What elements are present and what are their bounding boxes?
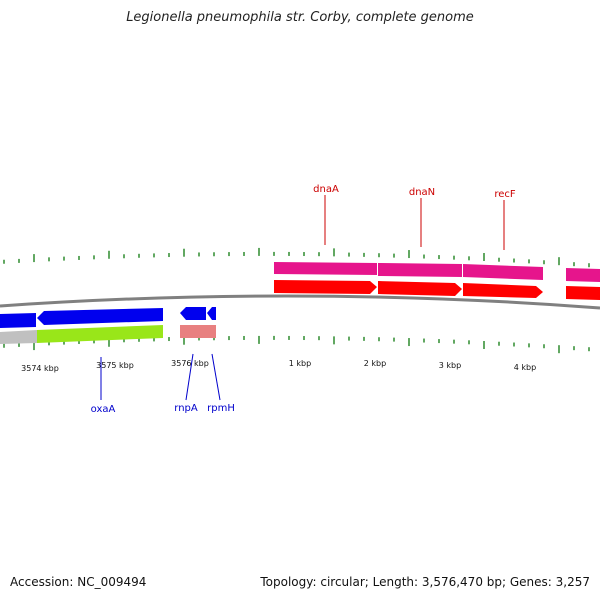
tick-row-top [3,247,590,268]
cds-dnaN [378,281,462,296]
cds-rpmH [207,307,216,320]
cds-next [566,286,600,300]
map-title: Legionella pneumophila str. Corby, compl… [126,10,474,25]
accession-text: Accession: NC_009494 [10,575,147,589]
backbone-arc [0,294,600,310]
rnpA-leader [185,353,194,401]
axis-label-1kbp: 1 kbp [289,359,311,368]
cds-oxaA-left [0,313,36,328]
gene-next-track [566,268,600,282]
axis-label-3575kbp: 3575 kbp [96,361,134,370]
gene-rnpA-track [180,325,216,338]
axis-label-2kbp: 2 kbp [364,359,386,368]
gene-recF-track [463,264,543,280]
topology-summary: Topology: circular; Length: 3,576,470 bp… [260,575,590,589]
gene-label-oxaA: oxaA [91,404,116,415]
axis-label-3576kbp: 3576 kbp [171,359,209,368]
gene-oxaA-track [37,325,163,343]
axis-label-3574kbp: 3574 kbp [21,364,59,373]
gene-label-recF: recF [494,189,516,200]
gene-label-dnaA: dnaA [313,184,339,195]
gene-label-dnaN: dnaN [409,187,435,198]
cds-rnpA [180,307,206,320]
gene-dnaA-track [274,262,377,275]
axis-label-4kbp: 4 kbp [514,363,536,372]
gene-dnaN-track [378,263,462,277]
cds-dnaA [274,280,377,294]
axis-label-3kbp: 3 kbp [439,361,461,370]
gene-left-track [0,330,37,344]
cds-recF [463,283,543,298]
gene-label-rpmH: rpmH [207,403,235,414]
gene-label-rnpA: rnpA [174,403,198,414]
rpmH-leader [211,353,221,401]
cds-oxaA [37,308,163,325]
